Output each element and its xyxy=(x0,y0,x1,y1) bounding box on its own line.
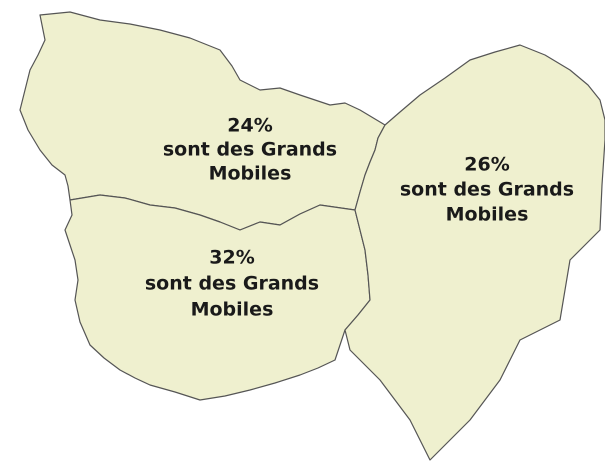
region-east xyxy=(344,44,605,461)
region-label-line: sont des Grands xyxy=(400,179,574,201)
region-label-line: Mobiles xyxy=(209,163,292,185)
region-label-line: sont des Grands xyxy=(163,139,337,161)
region-label-line: Mobiles xyxy=(446,204,529,226)
region-label-line: sont des Grands xyxy=(145,273,319,295)
region-label-line: Mobiles xyxy=(191,299,274,321)
region-north-west xyxy=(19,11,386,231)
region-percent: 32% xyxy=(209,247,254,269)
region-percent: 26% xyxy=(464,154,509,176)
region-percent: 24% xyxy=(227,115,272,137)
region-south-west xyxy=(64,194,371,401)
